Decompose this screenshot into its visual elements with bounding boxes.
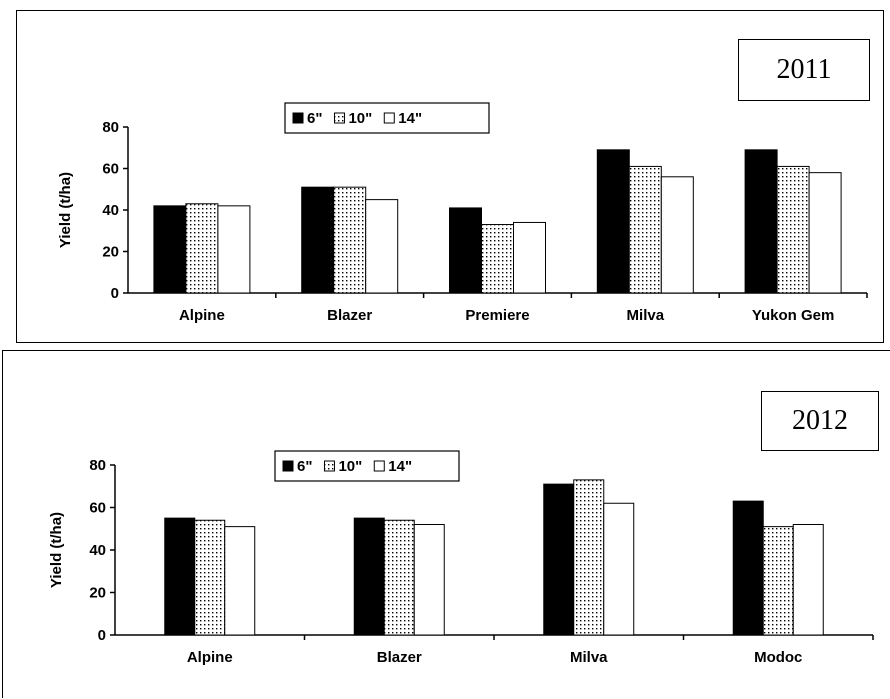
legend-swatch (292, 112, 304, 124)
bar (365, 199, 399, 294)
chart-title: 2012 (761, 391, 879, 451)
x-tick-label: Yukon Gem (752, 307, 835, 324)
chart-panel-2011: 2011 0 20 40 60 80 Yield (t/ha) Alpine Blazer Pr… (16, 10, 884, 343)
legend-label: 14" (388, 458, 412, 475)
bar (481, 224, 514, 294)
bar (596, 149, 630, 294)
legend-swatch (323, 460, 335, 472)
y-tick-label: 40 (89, 542, 106, 559)
bar (333, 186, 367, 294)
legend: 6" 10" 14" (284, 102, 490, 134)
bar (573, 479, 605, 636)
x-tick-label: Premiere (465, 307, 529, 324)
y-tick-label: 40 (102, 202, 119, 219)
bar (808, 172, 842, 294)
bar (383, 519, 415, 636)
bar (353, 517, 385, 636)
bar (660, 176, 694, 294)
chart-panel-2012: 2012 0 20 40 60 80 Yield (t/ha) Alpine Blazer Mi… (2, 350, 890, 698)
bar (762, 526, 794, 636)
bar (628, 165, 662, 294)
y-tick-label: 80 (102, 119, 119, 136)
bar (224, 526, 256, 636)
legend-label: 6" (297, 458, 312, 475)
legend: 6" 10" 14" (274, 450, 460, 482)
x-tick-label: Modoc (754, 649, 802, 666)
y-tick-label: 20 (89, 585, 106, 602)
y-tick-label: 20 (102, 244, 119, 261)
bar (413, 524, 445, 636)
bar (217, 205, 251, 294)
bar-chart-2012: 0 20 40 60 80 Yield (t/ha) Alpine Blazer Milva Mo… (48, 450, 874, 666)
legend-swatch (383, 112, 395, 124)
x-tick-label: Alpine (187, 649, 233, 666)
legend-label: 10" (338, 458, 362, 475)
bar (732, 500, 764, 636)
bar (543, 483, 575, 636)
y-tick-label: 0 (98, 627, 106, 644)
legend-box (274, 450, 460, 482)
legend-swatch (373, 460, 385, 472)
legend-label: 10" (348, 110, 372, 127)
bar (164, 517, 196, 636)
legend-label: 6" (307, 110, 322, 127)
y-tick-label: 60 (89, 500, 106, 517)
legend-swatch (333, 112, 345, 124)
bar (744, 149, 778, 294)
bar (194, 519, 226, 636)
bar (792, 524, 824, 636)
bar-chart-2011: 0 20 40 60 80 Yield (t/ha) Alpine Blazer Premier… (57, 102, 868, 324)
y-tick-label: 60 (102, 161, 119, 178)
bar (513, 221, 546, 294)
bar (153, 205, 187, 294)
legend-swatch (282, 460, 294, 472)
y-tick-label: 80 (89, 457, 106, 474)
y-axis-label: Yield (t/ha) (48, 512, 65, 588)
x-tick-label: Alpine (179, 307, 225, 324)
x-tick-label: Blazer (327, 307, 372, 324)
bar (449, 207, 482, 294)
y-axis-label: Yield (t/ha) (57, 172, 74, 248)
x-tick-label: Blazer (377, 649, 422, 666)
bar (603, 502, 635, 636)
legend-label: 14" (398, 110, 422, 127)
x-tick-label: Milva (627, 307, 665, 324)
bar (776, 165, 810, 294)
bar (301, 186, 335, 294)
x-tick-label: Milva (570, 649, 608, 666)
chart-title: 2011 (738, 39, 870, 101)
y-tick-label: 0 (111, 285, 119, 302)
bar (185, 203, 219, 294)
